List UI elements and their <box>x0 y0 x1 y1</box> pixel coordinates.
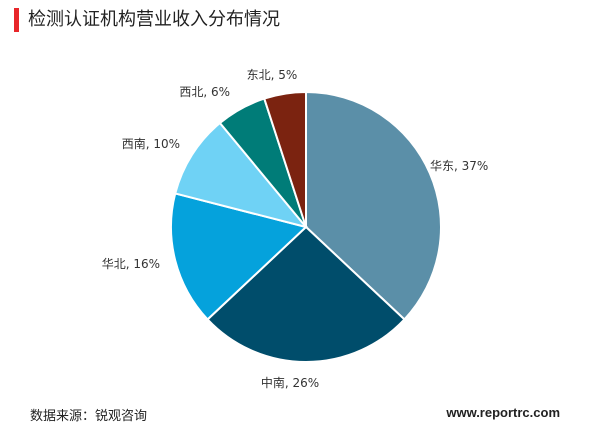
pie-slice-3 <box>170 192 309 321</box>
pie-slice-2 <box>206 225 406 363</box>
chart-title: 检测认证机构营业收入分布情况 <box>28 9 280 30</box>
pie-slice-1 <box>305 90 442 321</box>
pie-label-2: 中南, 26% <box>261 375 319 390</box>
title-accent-bar <box>14 8 19 32</box>
pie-label-1: 华东, 37% <box>430 159 488 173</box>
pie-label-4: 西南, 10% <box>122 136 180 151</box>
pie-label-5: 西北, 6% <box>179 85 230 99</box>
pie-label-6: 东北, 5% <box>247 68 298 82</box>
pie-labels: 华东, 37% 中南, 26% 华北, 16% 西南, 10% 西北, 6% 东北, 5% <box>102 68 489 390</box>
pie-slice-6 <box>263 90 307 228</box>
pie-slices <box>170 90 442 363</box>
pie-slice-4 <box>174 121 309 229</box>
website-url: www.reportrc.com <box>446 405 560 420</box>
pie-label-3: 华北, 16% <box>102 257 160 271</box>
data-source-note: 数据来源：锐观咨询 <box>30 409 148 424</box>
